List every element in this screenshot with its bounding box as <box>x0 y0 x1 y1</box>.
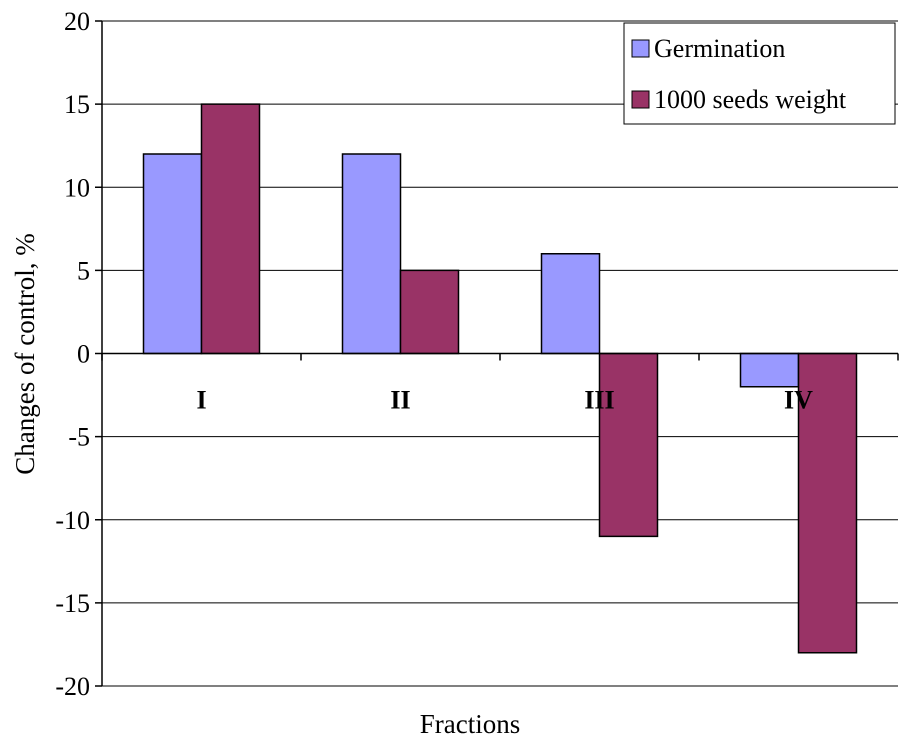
bars <box>142 103 858 654</box>
category-labels: I II III IV <box>196 386 813 415</box>
category-label: I <box>196 386 206 415</box>
y-tick-label: -5 <box>68 423 90 452</box>
axes <box>95 20 899 687</box>
bar <box>598 352 659 538</box>
y-tick-label: -15 <box>55 589 90 618</box>
legend-swatch-germination <box>631 39 650 58</box>
bar <box>341 153 402 355</box>
y-tick-label: -20 <box>55 672 90 701</box>
legend-label-germination: Germination <box>654 34 785 63</box>
category-label: III <box>584 386 614 415</box>
y-tick-labels: -20 -15 -10 -5 0 5 10 15 20 <box>55 7 90 701</box>
bar <box>739 352 800 388</box>
bar <box>540 253 601 355</box>
category-label: II <box>390 386 410 415</box>
y-tick-label: -10 <box>55 506 90 535</box>
bar <box>142 153 203 355</box>
y-tick-label: 20 <box>64 7 90 36</box>
bar <box>797 352 858 654</box>
bar <box>200 103 261 355</box>
y-tick-label: 5 <box>77 256 90 285</box>
x-axis-title: Fractions <box>420 709 521 739</box>
y-axis-title: Changes of control, % <box>10 233 40 474</box>
y-tick-label: 0 <box>77 340 90 369</box>
category-label: IV <box>784 386 813 415</box>
legend-frame <box>623 22 896 125</box>
legend-label-seeds-weight: 1000 seeds weight <box>654 85 847 114</box>
y-tick-label: 10 <box>64 173 90 202</box>
y-tick-label: 15 <box>64 90 90 119</box>
legend-swatch-seeds-weight <box>631 90 650 109</box>
legend: Germination 1000 seeds weight <box>623 22 896 125</box>
bar <box>399 269 460 355</box>
